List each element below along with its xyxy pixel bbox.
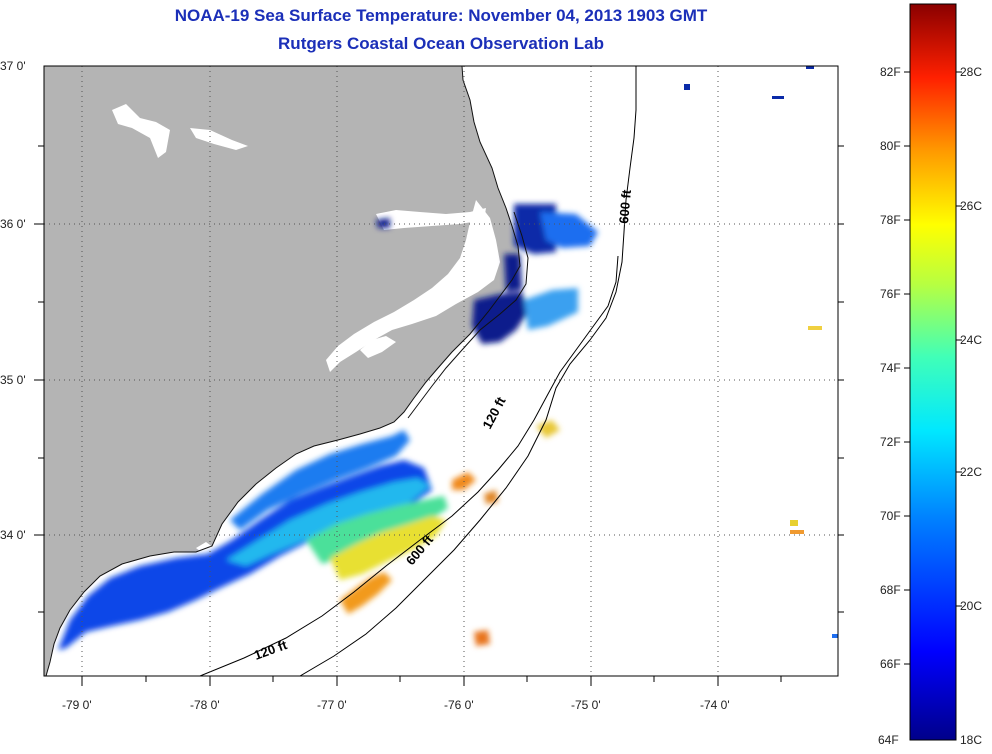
chart-title: NOAA-19 Sea Surface Temperature: Novembe… xyxy=(174,6,708,25)
lat-label-35: 35 0' xyxy=(0,373,26,387)
sst-patch-orange-shelf xyxy=(340,572,392,614)
lon-label-78: -78 0' xyxy=(190,698,220,712)
sst-patch-north-navy-3 xyxy=(376,218,390,228)
sst-patch-yellow xyxy=(330,516,446,580)
lon-label-74: -74 0' xyxy=(700,698,730,712)
colorbar-label-20c: 20C xyxy=(960,599,983,613)
colorbar-label-74f: 74F xyxy=(880,361,901,375)
coastline xyxy=(45,66,521,676)
colorbar-label-70f: 70F xyxy=(880,509,901,523)
sst-patch-offshore-orange-2 xyxy=(474,630,490,646)
lon-label-75: -75 0' xyxy=(571,698,601,712)
sst-patch-north-navy-2 xyxy=(504,254,522,292)
sst-patch-north-lightblue xyxy=(524,288,578,330)
colorbar-ticks xyxy=(904,71,962,665)
albemarle-sound xyxy=(376,208,486,230)
colorbar-label-66f: 66F xyxy=(880,657,901,671)
map-border xyxy=(43,65,839,677)
outer-banks xyxy=(407,211,529,419)
lon-label-77: -77 0' xyxy=(317,698,347,712)
contour-label-600-north: 600 ft xyxy=(616,188,634,224)
lon-label-76: -76 0' xyxy=(444,698,474,712)
contour-120ft xyxy=(199,255,619,676)
graticule xyxy=(44,66,838,676)
colorbar-label-72f: 72F xyxy=(880,435,901,449)
lat-label-36: 36 0' xyxy=(0,217,26,231)
sst-pixel-ne-2 xyxy=(772,96,784,99)
sst-pixel-e-3 xyxy=(790,530,804,534)
sst-patch-offshore-yellow xyxy=(536,420,560,438)
pamlico-sound xyxy=(326,200,500,372)
colorbar-label-26c: 26C xyxy=(960,199,983,213)
colorbar-label-18c: 18C xyxy=(960,733,983,747)
inland-lake-2 xyxy=(190,128,248,150)
lat-label-37: 37 0' xyxy=(0,59,26,73)
colorbar-label-78f: 78F xyxy=(880,213,901,227)
sst-patch-midshelf-cyan xyxy=(226,478,430,566)
sst-pixel-ne-1 xyxy=(684,84,690,90)
colorbar-label-68f: 68F xyxy=(880,583,901,597)
sst-pixel-e-1 xyxy=(808,326,822,330)
colorbar xyxy=(909,3,957,741)
colorbar-label-28c: 28C xyxy=(960,65,983,79)
sst-pixel-e-2 xyxy=(790,520,798,526)
sst-patch-offshore-orange-3 xyxy=(484,490,498,504)
axis-ticks xyxy=(34,145,844,686)
contour-600ft xyxy=(299,66,637,676)
sst-pixel-e-4 xyxy=(832,634,838,638)
sst-patch-nearshore-blue xyxy=(230,430,410,530)
colorbar-label-64f: 64F xyxy=(878,733,899,747)
inland-lake-1 xyxy=(112,104,170,158)
sst-pixel-ne-3 xyxy=(806,66,814,69)
colorbar-label-24c: 24C xyxy=(960,333,983,347)
colorbar-label-82f: 82F xyxy=(880,65,901,79)
lat-label-34: 34 0' xyxy=(0,528,26,542)
colorbar-label-80f: 80F xyxy=(880,139,901,153)
colorbar-label-76f: 76F xyxy=(880,287,901,301)
chart-subtitle: Rutgers Coastal Ocean Observation Lab xyxy=(278,34,604,53)
river-neuse xyxy=(360,336,396,358)
sst-patch-north-navy xyxy=(472,292,528,344)
sst-patch-north-blue xyxy=(540,212,598,248)
lon-label-79: -79 0' xyxy=(62,698,92,712)
sst-patch-green xyxy=(306,496,448,564)
colorbar-label-22c: 22C xyxy=(960,465,983,479)
